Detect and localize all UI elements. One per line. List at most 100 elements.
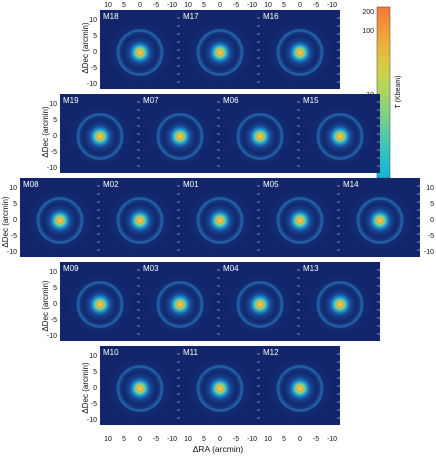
right-tick-label: 10 bbox=[426, 185, 434, 192]
beam-sidelobe-ring bbox=[76, 113, 124, 160]
left-row5-tick-label: -5 bbox=[91, 401, 97, 408]
panel-m06: M06 bbox=[220, 94, 300, 173]
bottom-2-tick-label: 10 bbox=[264, 436, 272, 443]
bottom-0-tick-label: -5 bbox=[153, 436, 159, 443]
beam-main-lobe bbox=[242, 286, 278, 323]
beam-sidelobe-ring bbox=[196, 29, 244, 76]
beam-sidelobe-ring bbox=[36, 197, 84, 244]
panel-label-m05: M05 bbox=[263, 180, 279, 189]
top-2-tick-label: -10 bbox=[327, 2, 337, 9]
beam-sidelobe-ring bbox=[316, 113, 364, 160]
top-0-tick-label: -5 bbox=[153, 2, 159, 9]
beam-sidelobe-ring bbox=[196, 365, 244, 412]
beam-sidelobe-ring bbox=[156, 113, 204, 160]
left-row5-tick-label: 10 bbox=[89, 353, 97, 360]
bottom-0-tick-label: 0 bbox=[138, 436, 142, 443]
panel-m01: M01 bbox=[180, 178, 260, 257]
beam-sidelobe-ring bbox=[76, 281, 124, 328]
y-axis-label-row3: ΔDec (arcmin) bbox=[1, 196, 10, 247]
beam-main-lobe bbox=[322, 286, 358, 323]
panel-m17: M17 bbox=[180, 10, 260, 89]
beam-main-lobe bbox=[122, 202, 158, 239]
top-0-tick-label: 0 bbox=[138, 2, 142, 9]
panel-m19: M19 bbox=[60, 94, 140, 173]
panel-label-m17: M17 bbox=[183, 12, 199, 21]
panel-label-m06: M06 bbox=[223, 96, 239, 105]
bottom-2-tick-label: 0 bbox=[298, 436, 302, 443]
panel-label-m02: M02 bbox=[103, 180, 119, 189]
panel-label-m19: M19 bbox=[63, 96, 79, 105]
panel-label-m13: M13 bbox=[303, 264, 319, 273]
left-row3-tick-label: 0 bbox=[13, 217, 17, 224]
panel-m07: M07 bbox=[140, 94, 220, 173]
beam-main-lobe bbox=[202, 370, 238, 407]
left-row2-tick-label: 5 bbox=[53, 117, 57, 124]
panel-label-m10: M10 bbox=[103, 348, 119, 357]
panel-m12: M12 bbox=[260, 346, 340, 425]
left-row1-tick-label: 0 bbox=[93, 49, 97, 56]
top-1-tick-label: 0 bbox=[218, 2, 222, 9]
beam-main-lobe bbox=[202, 34, 238, 71]
bottom-1-tick-label: -10 bbox=[247, 436, 257, 443]
beam-main-lobe bbox=[282, 202, 318, 239]
beam-sidelobe-ring bbox=[236, 281, 284, 328]
beam-main-lobe bbox=[242, 118, 278, 155]
beam-sidelobe-ring bbox=[276, 29, 324, 76]
bottom-1-tick-label: -5 bbox=[233, 436, 239, 443]
left-row2-tick-label: 10 bbox=[49, 101, 57, 108]
left-row4-tick-label: -10 bbox=[47, 333, 57, 340]
panel-label-m15: M15 bbox=[303, 96, 319, 105]
left-row1-tick-label: 10 bbox=[89, 17, 97, 24]
left-row3-tick-label: 5 bbox=[13, 201, 17, 208]
right-tick-label: 0 bbox=[430, 217, 434, 224]
left-row3-tick-label: -5 bbox=[11, 233, 17, 240]
y-axis-label-row4: ΔDec (arcmin) bbox=[41, 280, 50, 331]
tick-labels: 10 5 0 -5 -10 10 5 0 -5 -10 10 5 0 -5 -10 10 5 0 -5 -10 10 5 0… bbox=[7, 2, 434, 443]
beam-sidelobe-ring bbox=[236, 113, 284, 160]
panel-m10: M10 bbox=[100, 346, 180, 425]
panel-m16: M16 bbox=[260, 10, 340, 89]
bottom-0-tick-label: 5 bbox=[122, 436, 126, 443]
beam-main-lobe bbox=[162, 118, 198, 155]
top-2-tick-label: -5 bbox=[313, 2, 319, 9]
beam-main-lobe bbox=[282, 34, 318, 71]
panel-m02: M02 bbox=[100, 178, 180, 257]
beam-sidelobe-ring bbox=[356, 197, 404, 244]
beam-main-lobe bbox=[82, 286, 118, 323]
beam-main-lobe bbox=[282, 370, 318, 407]
beam-main-lobe bbox=[202, 202, 238, 239]
panel-label-m09: M09 bbox=[63, 264, 79, 273]
y-axis-label-row1: ΔDec (arcmin) bbox=[81, 22, 90, 73]
left-row4-tick-label: -5 bbox=[51, 317, 57, 324]
left-row5-tick-label: -10 bbox=[87, 417, 97, 424]
colorbar-tick-200: 200 bbox=[362, 9, 374, 16]
panel-m04: M04 bbox=[220, 262, 300, 341]
panel-label-m04: M04 bbox=[223, 264, 239, 273]
beam-sidelobe-ring bbox=[116, 365, 164, 412]
beam-panels: M18 M17 M16 M19 M07 M06 M15 M08 M02 M01 M05 M14 M09 M… bbox=[20, 10, 420, 425]
beam-main-lobe bbox=[322, 118, 358, 155]
left-row1-tick-label: -10 bbox=[87, 81, 97, 88]
beam-sidelobe-ring bbox=[116, 29, 164, 76]
left-row4-tick-label: 10 bbox=[49, 269, 57, 276]
panel-label-m08: M08 bbox=[23, 180, 39, 189]
beam-sidelobe-ring bbox=[156, 281, 204, 328]
left-row4-tick-label: 5 bbox=[53, 285, 57, 292]
colorbar-tick-100: 100 bbox=[362, 28, 374, 35]
panel-m15: M15 bbox=[300, 94, 380, 173]
top-2-tick-label: 10 bbox=[264, 2, 272, 9]
panel-label-m18: M18 bbox=[103, 12, 119, 21]
panel-m08: M08 bbox=[20, 178, 100, 257]
beam-main-lobe bbox=[42, 202, 78, 239]
right-tick-label: -5 bbox=[428, 233, 434, 240]
left-row5-tick-label: 0 bbox=[93, 385, 97, 392]
y-axis-label-row5: ΔDec (arcmin) bbox=[81, 362, 90, 413]
colorbar-label: T (Kbeam) bbox=[395, 76, 402, 109]
top-2-tick-label: 5 bbox=[282, 2, 286, 9]
beam-main-lobe bbox=[362, 202, 398, 239]
beam-sidelobe-ring bbox=[116, 197, 164, 244]
x-axis-label: ΔRA (arcmin) bbox=[193, 444, 244, 454]
top-2-tick-label: 0 bbox=[298, 2, 302, 9]
panel-label-m12: M12 bbox=[263, 348, 279, 357]
